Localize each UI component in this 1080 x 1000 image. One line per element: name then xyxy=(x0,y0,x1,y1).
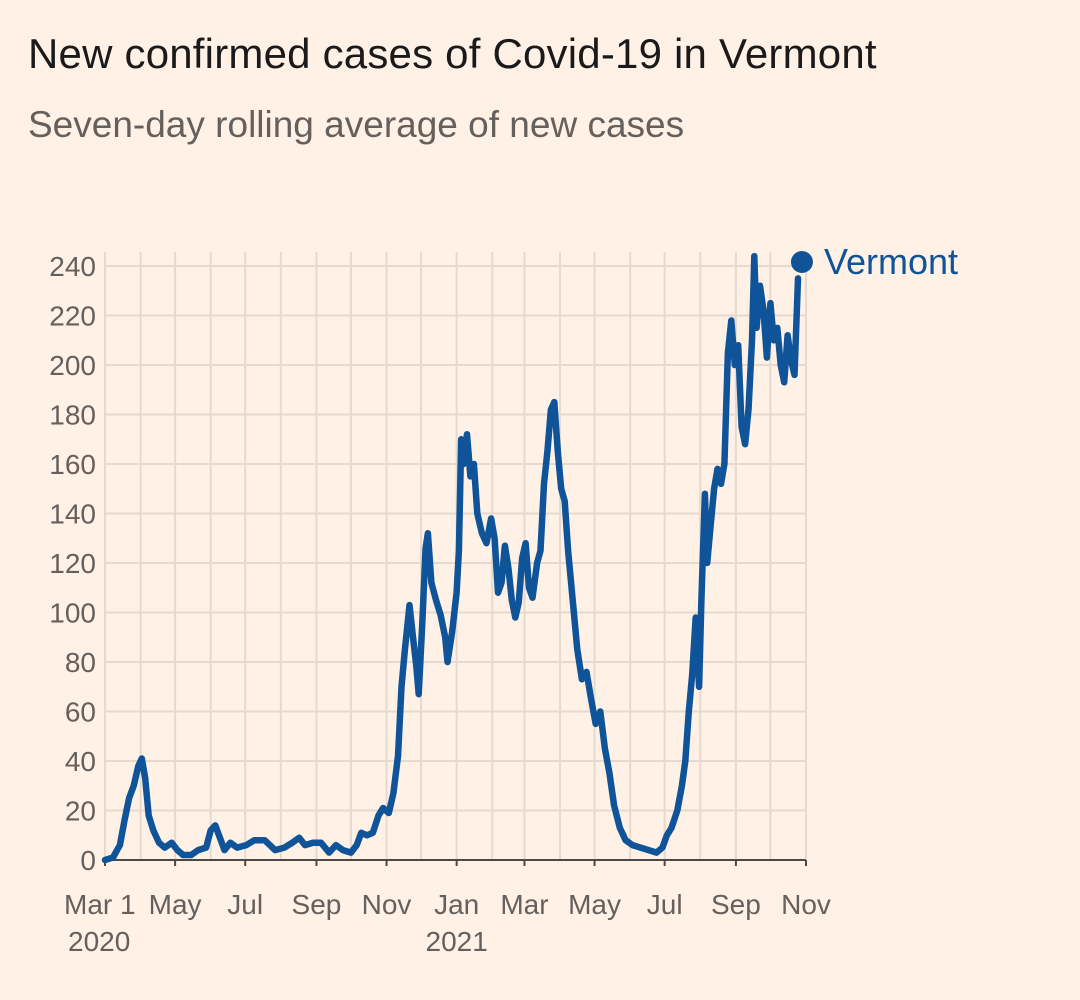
series-line-vermont xyxy=(101,252,802,864)
y-tick-label: 80 xyxy=(65,647,96,678)
y-tick-label: 120 xyxy=(49,548,96,579)
x-tick-label: Mar xyxy=(500,889,548,920)
y-tick-label: 160 xyxy=(49,449,96,480)
series-end-marker xyxy=(790,251,813,273)
y-tick-label: 140 xyxy=(49,499,96,530)
y-tick-label: 0 xyxy=(80,845,96,876)
y-tick-label: 20 xyxy=(65,796,96,827)
y-tick-label: 40 xyxy=(65,746,96,777)
y-tick-label: 180 xyxy=(49,400,96,431)
x-tick-year-label: 2021 xyxy=(426,926,488,957)
y-tick-label: 220 xyxy=(49,301,96,332)
x-tick-label: Jan xyxy=(434,889,479,920)
y-tick-label: 240 xyxy=(49,251,96,282)
x-tick-label: Mar 1 xyxy=(64,889,136,920)
x-tick-label: Nov xyxy=(362,889,412,920)
x-tick-label: Jul xyxy=(647,889,683,920)
x-tick-label: May xyxy=(568,889,621,920)
y-tick-label: 100 xyxy=(49,598,96,629)
x-tick-label: May xyxy=(149,889,202,920)
y-tick-label: 60 xyxy=(65,697,96,728)
x-tick-label: Sep xyxy=(292,889,342,920)
x-tick-year-label: 2020 xyxy=(68,926,130,957)
x-tick-label: Nov xyxy=(781,889,831,920)
chart-title: New confirmed cases of Covid-19 in Vermo… xyxy=(28,30,877,77)
y-tick-label: 200 xyxy=(49,350,96,381)
chart-subtitle: Seven-day rolling average of new cases xyxy=(28,104,685,145)
series-label-vermont: Vermont xyxy=(824,241,958,282)
x-tick-label: Sep xyxy=(711,889,761,920)
x-tick-label: Jul xyxy=(227,889,263,920)
